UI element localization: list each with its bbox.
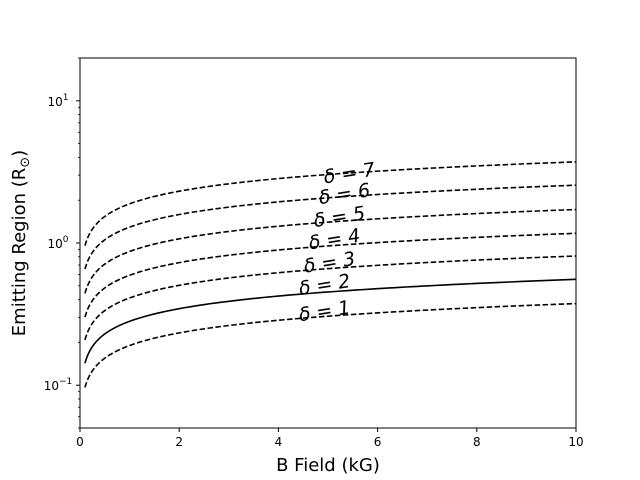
x-tick-label-3: 6 bbox=[374, 435, 382, 449]
series-line-5 bbox=[84, 208, 577, 294]
x-tick-label-5: 10 bbox=[568, 435, 583, 449]
y-tick-label-0: 10−1 bbox=[44, 377, 73, 393]
series-line-2 bbox=[84, 278, 577, 364]
y-axis-label-text: Emitting Region (R bbox=[9, 168, 30, 336]
series-label-1: δ = 1 bbox=[297, 297, 352, 327]
x-tick-label-1: 2 bbox=[175, 435, 183, 449]
y-tick-label-1: 100 bbox=[47, 235, 68, 251]
y-axis-label: Emitting Region (R⊙) bbox=[9, 150, 33, 336]
curves-layer bbox=[84, 161, 577, 388]
y-tick-label-2: 101 bbox=[47, 93, 68, 109]
x-tick-label-4: 8 bbox=[473, 435, 481, 449]
y-tick-exponent-1: 0 bbox=[63, 235, 69, 245]
x-tick-label-2: 4 bbox=[275, 435, 283, 449]
y-axis-label-close: ) bbox=[9, 150, 30, 157]
y-axis-label-symbol: ⊙ bbox=[18, 157, 33, 168]
y-tick-exponent-2: 1 bbox=[63, 93, 69, 103]
curve-labels-layer: δ = 1δ = 2δ = 3δ = 4δ = 5δ = 6δ = 7 bbox=[297, 159, 376, 327]
x-tick-label-0: 0 bbox=[76, 435, 84, 449]
series-line-7 bbox=[84, 161, 577, 246]
series-line-4 bbox=[84, 232, 577, 318]
series-line-1 bbox=[84, 302, 577, 388]
series-line-6 bbox=[84, 184, 577, 270]
x-axis-label: B Field (kG) bbox=[276, 455, 380, 476]
y-tick-exponent-0: −1 bbox=[59, 377, 72, 387]
series-line-3 bbox=[84, 255, 577, 341]
